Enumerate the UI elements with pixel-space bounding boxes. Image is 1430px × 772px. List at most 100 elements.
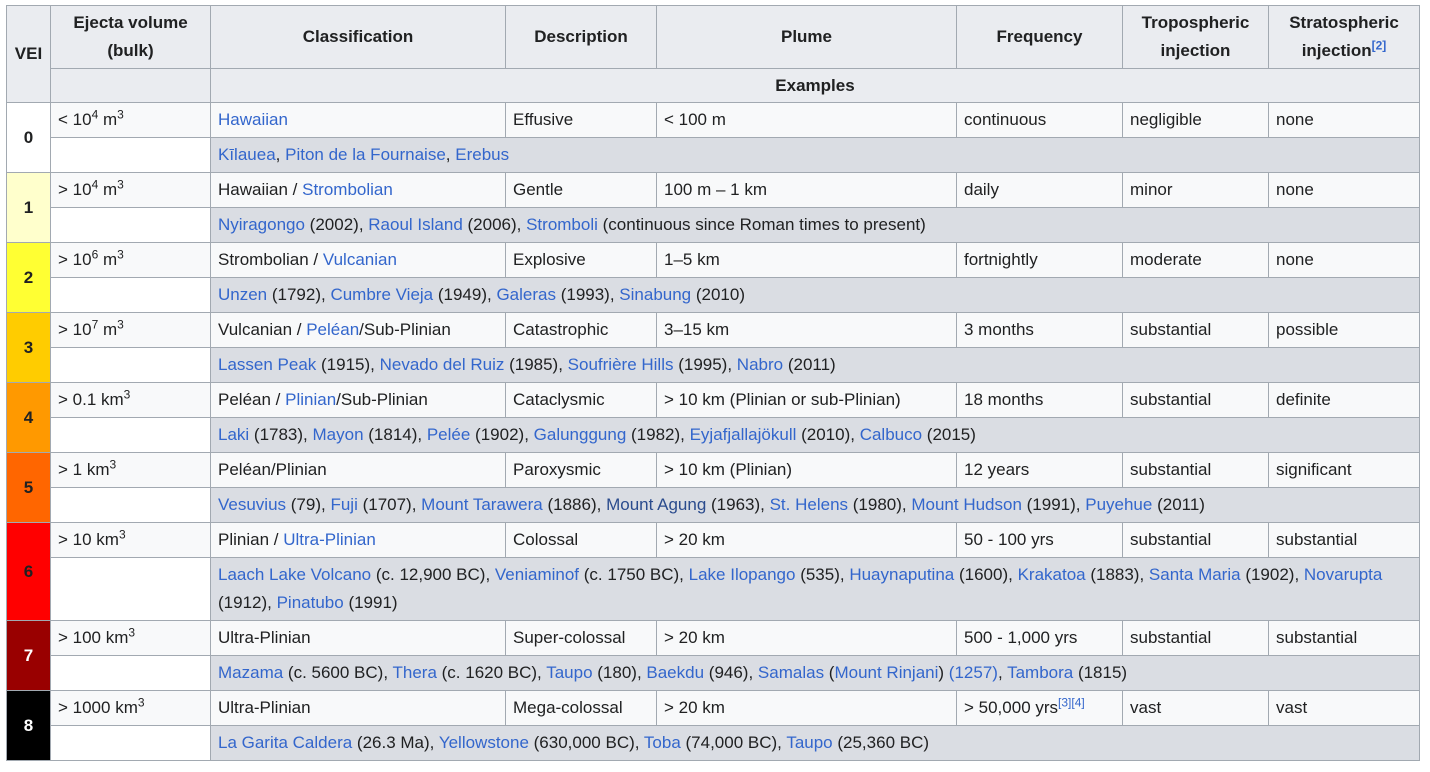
wiki-link[interactable]: Cumbre Vieja [330,285,434,304]
ejecta-volume-cell: > 10 km3 [50,522,211,558]
header-plume[interactable]: Plume [656,5,957,69]
wiki-link[interactable]: Stromboli [526,215,598,234]
wiki-link[interactable]: Huaynaputina [849,565,955,584]
wiki-link[interactable]: Laach Lake Volcano [218,565,372,584]
wiki-link[interactable]: Laki [218,425,250,444]
text-fragment: (25,360 BC) [832,733,930,752]
wiki-link[interactable]: Fuji [330,495,358,514]
wiki-link[interactable]: Mount Tarawera [421,495,543,514]
wiki-link[interactable]: Mazama [218,663,284,682]
wiki-link[interactable]: St. Helens [769,495,849,514]
wiki-link[interactable]: Nabro [736,355,784,374]
wiki-link[interactable]: Puyehue [1085,495,1153,514]
vei-table: VEI Ejecta volume (bulk) Classification D… [6,5,1420,761]
text-fragment: (1600), [954,565,1018,584]
wiki-link[interactable]: Strombolian [302,180,393,199]
ejecta-text: > 10 [58,250,92,269]
wiki-link[interactable]: Lake Ilopango [688,565,796,584]
header-description[interactable]: Description [505,5,657,69]
wiki-link[interactable]: Pelée [426,425,471,444]
wiki-link[interactable]: Toba [643,733,681,752]
text-fragment: (1783), [249,425,313,444]
wiki-link[interactable]: Santa Maria [1148,565,1241,584]
plume-cell: < 100 m [656,102,957,138]
text-fragment: , [445,145,456,164]
header-ejecta-volume[interactable]: Ejecta volume (bulk) [50,5,211,69]
wiki-link[interactable]: Pinatubo [276,593,344,612]
header-tropospheric-injection[interactable]: Tropospheric injection [1122,5,1269,69]
text-fragment: (2002), [304,215,369,234]
wiki-link[interactable]: Veniaminof [494,565,580,584]
wiki-link[interactable]: Mayon [312,425,364,444]
text-fragment: (74,000 BC), [680,733,787,752]
wiki-link[interactable]: Piton de la Fournaise [285,145,446,164]
wiki-link[interactable]: Samalas [757,663,825,682]
header-frequency[interactable]: Frequency [956,5,1123,69]
tropospheric-injection-cell: vast [1122,690,1269,726]
wiki-link[interactable]: (1257) [948,663,998,682]
wiki-link[interactable]: Novarupta [1303,565,1383,584]
wiki-link[interactable]: Baekdu [646,663,705,682]
text-fragment: (c. 1620 BC), [436,663,547,682]
wiki-link[interactable]: Hawaiian [218,110,288,129]
frequency-text: 50 - 100 yrs [964,530,1054,549]
classification-cell: Vulcanian / Peléan/Sub-Plinian [210,312,506,348]
wiki-link[interactable]: Soufrière Hills [567,355,674,374]
wiki-link[interactable]: Ultra-Plinian [283,530,376,549]
frequency-cell: 3 months [956,312,1123,348]
wiki-link[interactable]: Peléan [306,320,360,339]
text-fragment: (1707), [357,495,422,514]
wiki-link[interactable]: Raoul Island [368,215,463,234]
wiki-link[interactable]: Vulcanian [322,250,397,269]
reference-link[interactable]: [3][4] [1058,695,1085,710]
wiki-link[interactable]: Galunggung [533,425,627,444]
text-fragment: (946), [704,663,758,682]
wiki-link[interactable]: Thera [392,663,437,682]
wiki-link[interactable]: Lassen Peak [218,355,317,374]
wiki-link[interactable]: Krakatoa [1017,565,1086,584]
wiki-link[interactable]: Sinabung [619,285,692,304]
examples-cell: Mazama (c. 5600 BC), Thera (c. 1620 BC),… [210,655,1420,691]
wiki-link[interactable]: Mount Rinjani [834,663,939,682]
wiki-link[interactable]: La Garita Caldera [218,733,353,752]
wiki-link[interactable]: Calbuco [859,425,923,444]
wiki-link[interactable]: Plinian [285,390,337,409]
header-classification[interactable]: Classification [210,5,506,69]
ejecta-exponent: 4 [91,107,99,122]
wiki-link[interactable]: Galeras [496,285,556,304]
stratospheric-injection-cell: possible [1268,312,1420,348]
examples-spacer [50,725,211,761]
ejecta-exponent: 7 [91,317,99,332]
wiki-link[interactable]: Nyiragongo [218,215,305,234]
text-fragment: Vulcanian / [218,320,307,339]
stratospheric-injection-cell: none [1268,172,1420,208]
wiki-link[interactable]: Erebus [455,145,510,164]
description-cell: Cataclysmic [505,382,657,418]
reference-link[interactable]: [2] [1371,38,1387,53]
header-stratospheric-injection[interactable]: Stratospheric injection[2] [1268,5,1420,69]
wiki-link[interactable]: Tambora [1007,663,1074,682]
description-cell: Colossal [505,522,657,558]
wiki-link[interactable]: Mount Agung [606,495,707,514]
tropospheric-injection-cell: substantial [1122,312,1269,348]
text-fragment: (1982), [626,425,690,444]
wiki-link[interactable]: Unzen [218,285,268,304]
description-cell: Paroxysmic [505,452,657,488]
wiki-link[interactable]: Taupo [786,733,833,752]
stratospheric-injection-cell: none [1268,102,1420,138]
vei-cell: 8 [6,690,51,761]
text-fragment: ) [938,663,949,682]
stratospheric-injection-cell: substantial [1268,522,1420,558]
text-fragment: (1993), [555,285,620,304]
ejecta-volume-cell: > 0.1 km3 [50,382,211,418]
wiki-link[interactable]: Nevado del Ruiz [379,355,505,374]
ejecta-exponent: 3 [109,457,117,472]
examples-cell: Lassen Peak (1915), Nevado del Ruiz (198… [210,347,1420,383]
wiki-link[interactable]: Taupo [546,663,593,682]
header-vei[interactable]: VEI [6,5,51,103]
wiki-link[interactable]: Vesuvius [218,495,287,514]
wiki-link[interactable]: Kīlauea [218,145,276,164]
wiki-link[interactable]: Mount Hudson [911,495,1022,514]
wiki-link[interactable]: Yellowstone [438,733,529,752]
wiki-link[interactable]: Eyjafjallajökull [689,425,797,444]
